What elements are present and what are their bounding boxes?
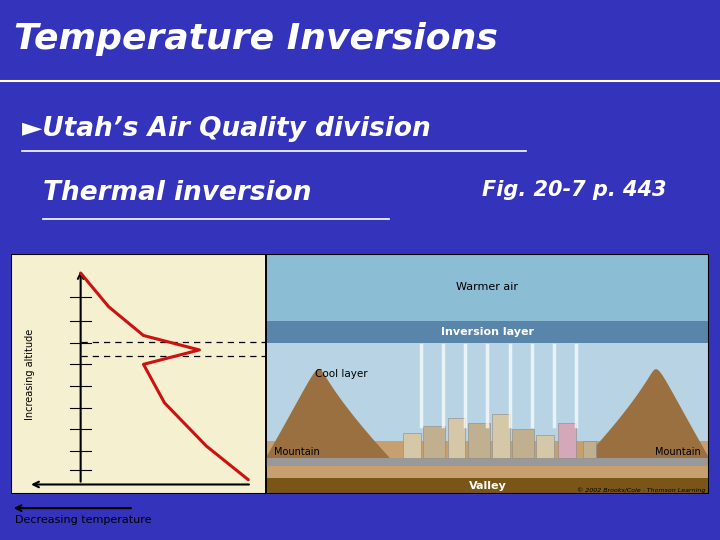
Bar [403, 433, 421, 458]
Text: Decreasing temperature: Decreasing temperature [14, 515, 151, 525]
Text: Inversion layer: Inversion layer [441, 327, 534, 337]
Bar [423, 426, 446, 458]
Text: Temperature Inversions: Temperature Inversions [14, 22, 498, 56]
Bar [266, 321, 709, 343]
Text: Warmer air: Warmer air [456, 282, 518, 293]
Bar [266, 254, 709, 321]
Text: Mountain: Mountain [655, 447, 701, 457]
Text: Valley: Valley [469, 481, 506, 491]
Bar [559, 423, 576, 458]
Text: Increasing altitude: Increasing altitude [24, 328, 35, 420]
Text: Mountain: Mountain [274, 447, 320, 457]
Bar [11, 254, 266, 494]
Bar [266, 343, 709, 441]
Bar [266, 441, 709, 494]
Bar [467, 423, 490, 458]
Text: ►Utah’s Air Quality division: ►Utah’s Air Quality division [22, 116, 431, 141]
Text: Fig. 20-7 p. 443: Fig. 20-7 p. 443 [482, 180, 667, 200]
Bar [512, 429, 534, 458]
Bar [536, 435, 554, 458]
Bar [582, 441, 596, 458]
Bar [492, 414, 510, 458]
Text: Thermal inversion: Thermal inversion [43, 180, 312, 206]
Bar [266, 478, 709, 494]
Text: Cool layer: Cool layer [315, 369, 367, 379]
Bar [266, 458, 709, 467]
Text: © 2002 Brooks/Cole · Thomson Learning: © 2002 Brooks/Cole · Thomson Learning [577, 487, 706, 493]
Bar [448, 417, 465, 458]
Polygon shape [266, 369, 390, 458]
Polygon shape [585, 369, 709, 458]
